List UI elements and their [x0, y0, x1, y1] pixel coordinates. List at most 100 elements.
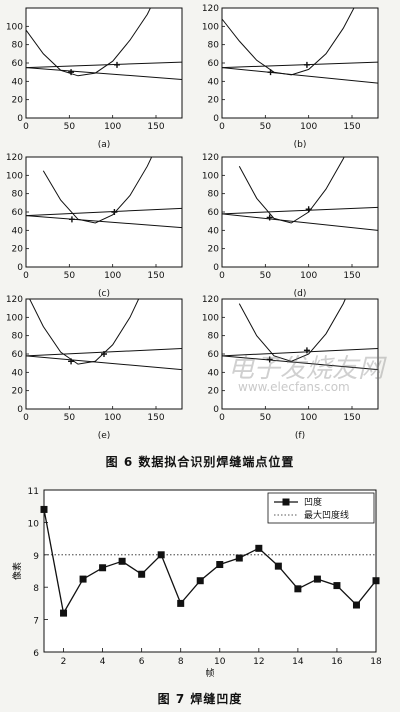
x-tick-label: 4: [100, 657, 106, 667]
x-tick-label: 0: [219, 271, 225, 281]
y-tick-label: 0: [213, 405, 219, 415]
x-tick-label: 150: [147, 413, 164, 423]
endpoint-marker: [114, 61, 120, 68]
parabola-fit-curve: [42, 157, 153, 224]
y-tick-label: 0: [17, 114, 23, 124]
y-tick-label: 20: [208, 387, 220, 397]
concavity-point: [99, 564, 107, 572]
y-tick-label: 40: [12, 77, 24, 87]
concavity-point: [294, 585, 302, 593]
y-tick-label: 0: [213, 263, 219, 273]
panel-frame: [221, 298, 379, 410]
x-tick-label: 0: [219, 122, 225, 132]
y-tick-label: 40: [12, 368, 24, 378]
panel-plot: [222, 157, 378, 231]
x-tick-label: 18: [370, 657, 382, 667]
x-tick-label: 150: [343, 271, 360, 281]
panel-label: (c): [98, 289, 110, 299]
y-tick-label: 11: [28, 487, 39, 497]
panel-b: 0 20 40 60 80 100 120 0 50 100 150 (b): [202, 4, 379, 150]
x-tick-label: 14: [292, 657, 304, 667]
panel-label: (e): [98, 431, 111, 441]
panel-plot: [222, 299, 378, 371]
x-tick-label: 150: [147, 122, 164, 132]
x-tick-label: 0: [219, 413, 225, 423]
x-tick-label: 2: [61, 657, 67, 667]
x-tick-label: 100: [104, 271, 121, 281]
falling-fit-line: [26, 67, 182, 80]
panel-label: (f): [295, 431, 305, 441]
concavity-point: [352, 601, 360, 609]
panel-d: 0 20 40 60 80 100 120 0 50 100 150 (d): [202, 153, 379, 299]
panel-f: 0 20 40 60 80 100 120 0 50 100 150 (f): [202, 295, 379, 441]
endpoint-marker: [267, 69, 274, 76]
y-tick-label: 80: [208, 190, 220, 200]
endpoint-marker: [305, 206, 312, 213]
parabola-fit-curve: [29, 299, 140, 365]
falling-fit-line: [222, 67, 378, 84]
panel-label: (b): [294, 140, 307, 150]
panel-plot: [222, 8, 378, 84]
y-tick-label: 20: [12, 387, 24, 397]
y-tick-label: 60: [208, 59, 220, 69]
y-tick-label: 60: [12, 350, 24, 360]
y-tick-label: 6: [33, 649, 39, 659]
endpoint-marker: [303, 61, 310, 68]
falling-fit-line: [222, 213, 378, 231]
y-axis-label: 像素: [11, 562, 23, 580]
x-tick-label: 150: [343, 122, 360, 132]
endpoint-marker: [303, 347, 310, 354]
rising-fit-line: [26, 207, 182, 217]
endpoint-marker: [68, 69, 75, 76]
x-tick-label: 50: [64, 122, 76, 132]
y-tick-label: 40: [208, 77, 220, 87]
parabola-fit-curve: [222, 8, 355, 76]
y-tick-label: 80: [208, 41, 220, 51]
y-tick-label: 20: [12, 245, 24, 255]
parabola-fit-curve: [238, 157, 345, 224]
endpoint-marker: [68, 358, 75, 365]
x-axis-label: 帧: [205, 667, 214, 679]
y-tick-label: 120: [202, 153, 219, 163]
y-tick-label: 100: [202, 22, 219, 32]
panel-label: (d): [294, 289, 307, 299]
panel-a: 0 20 40 60 80 100 0 50 100 150 (a): [6, 7, 183, 150]
concavity-point: [255, 544, 263, 552]
legend-threshold-label: 最大凹度线: [304, 509, 349, 521]
x-tick-label: 150: [147, 271, 164, 281]
concavity-point: [216, 561, 224, 569]
x-tick-label: 16: [331, 657, 343, 667]
rising-fit-line: [222, 206, 378, 215]
x-tick-label: 8: [178, 657, 184, 667]
y-tick-label: 20: [12, 96, 24, 106]
concavity-point: [274, 562, 282, 570]
x-tick-label: 100: [104, 413, 121, 423]
concavity-point: [313, 575, 321, 583]
rising-fit-line: [222, 348, 378, 357]
rising-fit-line: [222, 61, 378, 69]
y-tick-label: 100: [6, 171, 23, 181]
y-tick-label: 80: [12, 190, 24, 200]
y-tick-label: 120: [6, 153, 23, 163]
y-tick-label: 100: [202, 171, 219, 181]
y-tick-label: 40: [12, 226, 24, 236]
panel-frame: [221, 156, 379, 268]
panel-plot: [26, 8, 182, 80]
figure6-caption: 图 6 数据拟合识别焊缝端点位置: [106, 454, 295, 469]
y-tick-label: 40: [208, 368, 220, 378]
x-tick-label: 50: [260, 271, 272, 281]
legend-box: [267, 492, 375, 524]
x-tick-label: 100: [300, 271, 317, 281]
y-tick-label: 60: [12, 208, 24, 218]
concavity-point: [60, 609, 68, 617]
y-tick-label: 60: [208, 208, 220, 218]
falling-fit-line: [26, 355, 182, 371]
figure7-caption: 图 7 焊缝凹度: [158, 691, 243, 706]
watermark-url: www.elecfans.com: [238, 380, 350, 394]
x-tick-label: 0: [23, 271, 29, 281]
y-tick-label: 120: [6, 295, 23, 305]
concavity-point: [79, 575, 87, 583]
x-tick-label: 100: [300, 413, 317, 423]
